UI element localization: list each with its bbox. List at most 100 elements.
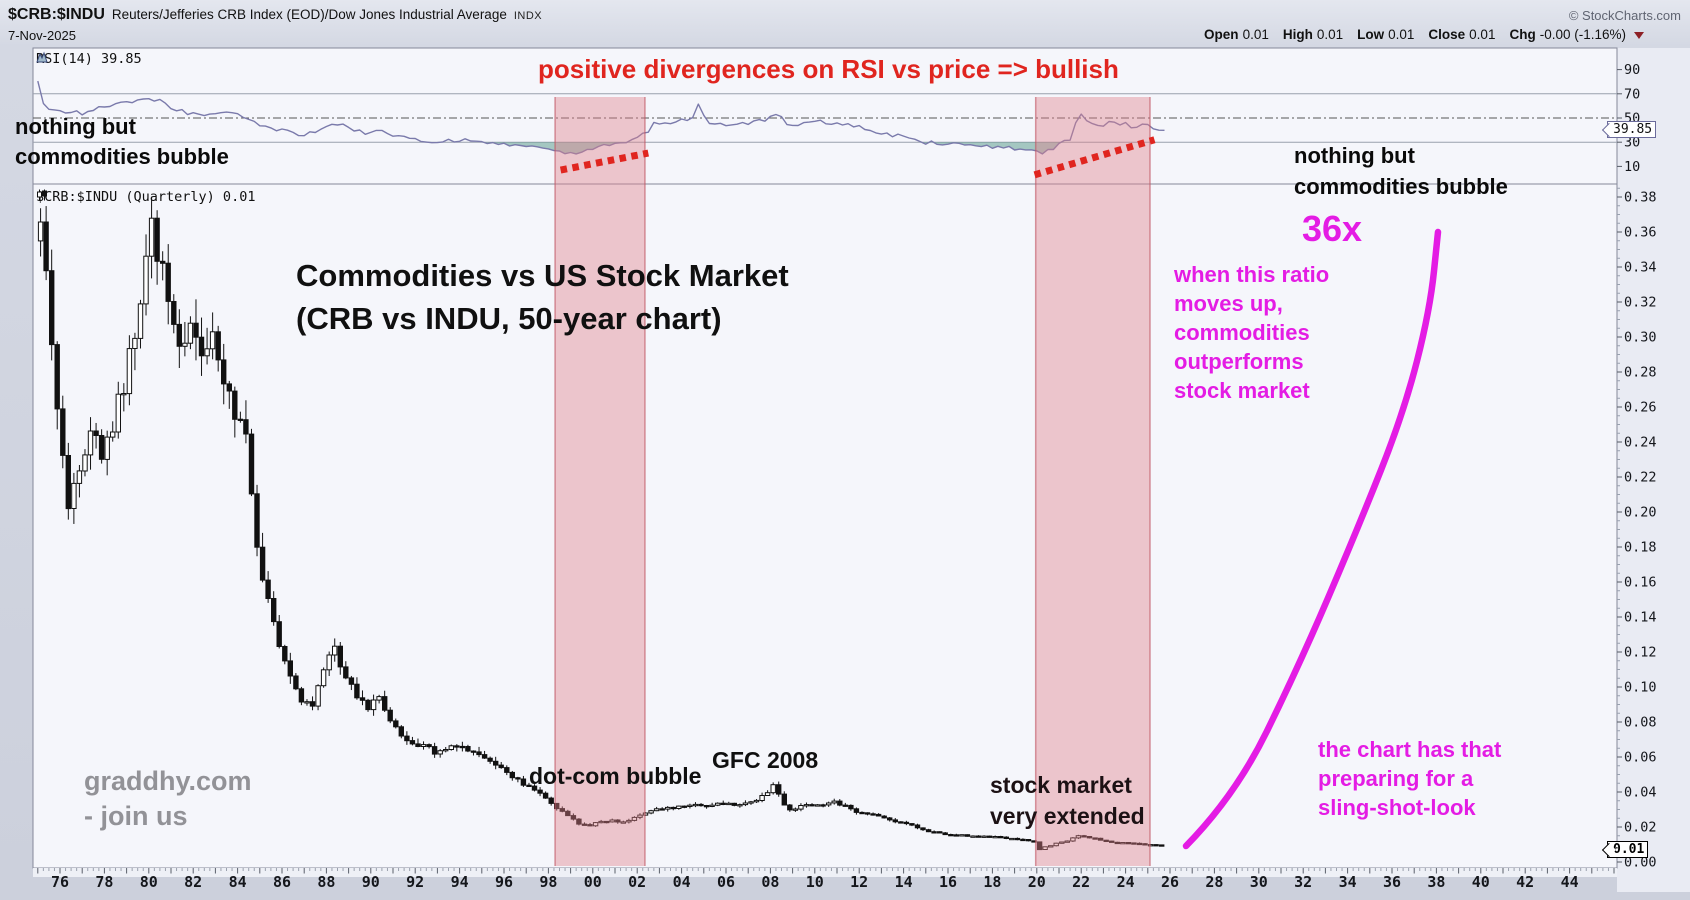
high-value: 0.01 bbox=[1316, 27, 1344, 42]
svg-text:0.16: 0.16 bbox=[1624, 575, 1657, 591]
price-last-value-badge: 0.01 bbox=[1607, 841, 1649, 858]
svg-text:0.38: 0.38 bbox=[1624, 190, 1657, 206]
highlight-bands bbox=[554, 97, 1151, 866]
svg-text:30: 30 bbox=[1624, 135, 1640, 151]
rsi-indicator-icon bbox=[36, 51, 48, 63]
low-label: Low bbox=[1357, 27, 1385, 42]
svg-text:78: 78 bbox=[95, 873, 113, 891]
svg-text:80: 80 bbox=[140, 873, 158, 891]
axis-ticks-and-labels: 76 78 80 82 84 86 88 90 92 94 96 98 00 02 04 06 08 10 12 14… bbox=[37, 62, 1657, 891]
svg-text:10: 10 bbox=[806, 873, 824, 891]
rsi-gridlines bbox=[33, 93, 1617, 143]
svg-text:00: 00 bbox=[584, 873, 602, 891]
svg-text:28: 28 bbox=[1205, 873, 1223, 891]
svg-text:86: 86 bbox=[273, 873, 291, 891]
svg-text:0.18: 0.18 bbox=[1624, 540, 1657, 556]
candlestick-icon bbox=[37, 189, 47, 201]
svg-text:02: 02 bbox=[628, 873, 646, 891]
annotation-ratio-note: when this ratio moves up, commodities ou… bbox=[1174, 262, 1330, 403]
svg-text:24: 24 bbox=[1117, 873, 1135, 891]
quote-high: High 0.01 bbox=[1283, 27, 1343, 42]
svg-text:82: 82 bbox=[184, 873, 202, 891]
svg-text:88: 88 bbox=[317, 873, 335, 891]
annotation-36x: 36x bbox=[1302, 208, 1363, 249]
svg-text:0.24: 0.24 bbox=[1624, 435, 1657, 451]
annotation-nothing-but-left: nothing but commodities bubble bbox=[15, 114, 229, 169]
price-panel-label: $CRB:$INDU (Quarterly) 0.01 bbox=[36, 189, 255, 205]
close-label: Close bbox=[1428, 27, 1466, 42]
svg-text:10: 10 bbox=[1624, 159, 1640, 175]
svg-text:0.00: 0.00 bbox=[1624, 855, 1657, 871]
price-panel-label-text: $CRB:$INDU (Quarterly) 0.01 bbox=[36, 189, 256, 205]
svg-text:0.22: 0.22 bbox=[1624, 470, 1657, 486]
chg-value: -0.00 (-1.16%) bbox=[1539, 27, 1626, 42]
svg-text:0.32: 0.32 bbox=[1624, 295, 1657, 311]
svg-text:30: 30 bbox=[1250, 873, 1268, 891]
watermark-graddhy: graddhy.com - join us bbox=[84, 766, 252, 831]
svg-text:42: 42 bbox=[1516, 873, 1534, 891]
svg-text:26: 26 bbox=[1161, 873, 1179, 891]
stockcharts-credit: © StockCharts.com bbox=[1568, 8, 1681, 23]
rsi-last-value-badge: 39.85 bbox=[1607, 121, 1657, 138]
chg-label: Chg bbox=[1509, 27, 1536, 42]
rsi-oversold-fill bbox=[37, 142, 1165, 154]
chart-date: 7-Nov-2025 bbox=[8, 28, 76, 43]
quote-chg: Chg -0.00 (-1.16%) bbox=[1509, 27, 1626, 42]
slingshot-curve-icon bbox=[1182, 228, 1442, 850]
svg-text:38: 38 bbox=[1427, 873, 1445, 891]
svg-text:0.26: 0.26 bbox=[1624, 400, 1657, 416]
symbol-title: $CRB:$INDU bbox=[8, 6, 105, 23]
svg-text:98: 98 bbox=[539, 873, 557, 891]
annotation-nothing-but-right: nothing but commodities bubble bbox=[1294, 143, 1508, 199]
svg-text:40: 40 bbox=[1472, 873, 1490, 891]
svg-text:20: 20 bbox=[1028, 873, 1046, 891]
svg-text:16: 16 bbox=[939, 873, 957, 891]
svg-text:08: 08 bbox=[761, 873, 779, 891]
chart-panels bbox=[32, 47, 1690, 892]
svg-text:84: 84 bbox=[229, 873, 247, 891]
annotation-rsi-divergence: positive divergences on RSI vs price => … bbox=[538, 54, 1119, 84]
quote-open: Open 0.01 bbox=[1204, 27, 1269, 42]
svg-text:0.12: 0.12 bbox=[1624, 645, 1657, 661]
svg-text:94: 94 bbox=[451, 873, 469, 891]
svg-text:32: 32 bbox=[1294, 873, 1312, 891]
chart-title-annotation: Commodities vs US Stock Market (CRB vs I… bbox=[296, 258, 789, 336]
svg-text:04: 04 bbox=[673, 873, 691, 891]
svg-text:90: 90 bbox=[1624, 62, 1640, 78]
chg-dropdown-icon[interactable] bbox=[1634, 32, 1644, 39]
svg-text:0.30: 0.30 bbox=[1624, 330, 1657, 346]
open-label: Open bbox=[1204, 27, 1239, 42]
svg-text:22: 22 bbox=[1072, 873, 1090, 891]
svg-text:0.34: 0.34 bbox=[1624, 260, 1657, 276]
svg-text:06: 06 bbox=[717, 873, 735, 891]
divergence-trendline-icons bbox=[559, 136, 1156, 179]
svg-text:44: 44 bbox=[1561, 873, 1579, 891]
open-value: 0.01 bbox=[1242, 27, 1269, 42]
svg-text:0.28: 0.28 bbox=[1624, 365, 1657, 381]
symbol-description: Reuters/Jefferies CRB Index (EOD)/Dow Jo… bbox=[111, 7, 507, 22]
svg-text:92: 92 bbox=[406, 873, 424, 891]
svg-text:70: 70 bbox=[1624, 86, 1640, 102]
svg-text:96: 96 bbox=[495, 873, 513, 891]
annotation-stock-market-extended: stock market very extended bbox=[990, 772, 1145, 829]
high-label: High bbox=[1282, 27, 1313, 42]
annotation-dotcom-bubble: dot-com bubble bbox=[529, 763, 702, 789]
rsi-panel-label-text: RSI(14) 39.85 bbox=[36, 51, 142, 67]
close-value: 0.01 bbox=[1469, 27, 1496, 42]
svg-text:36: 36 bbox=[1383, 873, 1401, 891]
svg-text:76: 76 bbox=[51, 873, 69, 891]
rsi-line-series bbox=[37, 80, 1165, 155]
svg-text:0.04: 0.04 bbox=[1624, 785, 1657, 801]
svg-text:0.10: 0.10 bbox=[1624, 680, 1657, 696]
svg-text:0.08: 0.08 bbox=[1624, 715, 1657, 731]
quote-low: Low 0.01 bbox=[1357, 27, 1414, 42]
price-candlestick-series bbox=[37, 196, 1165, 851]
quote-strip: Open 0.01 High 0.01 Low 0.01 Close 0.01 Chg -… bbox=[1204, 27, 1644, 42]
low-value: 0.01 bbox=[1388, 27, 1415, 42]
svg-text:18: 18 bbox=[983, 873, 1001, 891]
annotation-slingshot-note: the chart has that preparing for a sling… bbox=[1318, 737, 1502, 820]
svg-text:90: 90 bbox=[362, 873, 380, 891]
svg-text:0.36: 0.36 bbox=[1624, 225, 1657, 241]
